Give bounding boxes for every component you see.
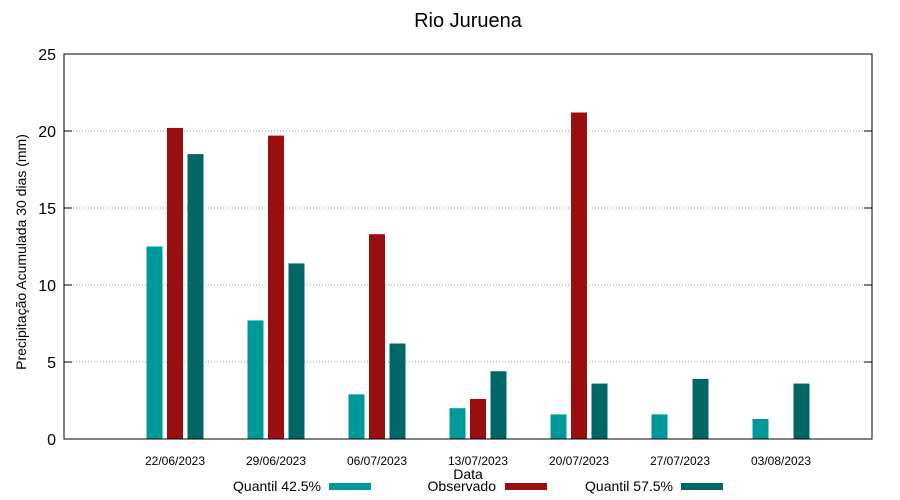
bar [247, 320, 264, 439]
bar [470, 398, 486, 439]
y-tick-label: 20 [38, 124, 56, 141]
y-tick-label: 25 [38, 47, 56, 64]
y-tick-label: 5 [47, 355, 56, 372]
x-tick-label: 29/06/2023 [246, 454, 306, 468]
y-tick-label: 15 [38, 201, 56, 218]
bar [793, 383, 810, 439]
bar [389, 343, 406, 439]
legend: Quantil 42.5% Observado Quantil 57.5% [233, 478, 723, 494]
y-tick-label: 0 [47, 432, 56, 449]
bar [591, 383, 608, 439]
x-tick-label: 22/06/2023 [145, 454, 205, 468]
chart-title: Rio Juruena [414, 10, 523, 32]
y-tick-label: 10 [38, 278, 56, 295]
legend-label: Quantil 42.5% [233, 478, 321, 494]
bar [571, 112, 587, 440]
bar [651, 414, 668, 439]
bar [167, 127, 183, 440]
legend-swatch [505, 483, 547, 490]
bar [550, 414, 567, 439]
x-tick-label: 06/07/2023 [347, 454, 407, 468]
bar [146, 246, 163, 439]
y-axis-label: Precipitação Acumulada 30 dias (mm) [13, 134, 29, 370]
grid-lines [64, 130, 872, 363]
legend-swatch [681, 483, 723, 490]
bar [268, 135, 284, 439]
x-axis-ticks: 22/06/2023 29/06/2023 06/07/2023 13/07/2023… [145, 454, 811, 468]
legend-swatch [329, 483, 371, 490]
y-axis-ticks: 0 5 10 15 20 25 [38, 47, 872, 449]
bars [146, 112, 810, 440]
bar [369, 234, 385, 439]
bar [348, 394, 365, 439]
legend-label: Quantil 57.5% [585, 478, 673, 494]
plot-frame [63, 53, 873, 440]
bar [187, 154, 204, 439]
x-tick-label: 27/07/2023 [650, 454, 710, 468]
legend-label: Observado [428, 478, 497, 494]
bar [692, 378, 709, 439]
x-tick-label: 13/07/2023 [448, 454, 508, 468]
x-axis-label: Data [453, 466, 483, 482]
bar [288, 263, 305, 439]
bar [490, 371, 507, 439]
bar [449, 408, 466, 439]
bar [752, 418, 769, 439]
x-tick-label: 20/07/2023 [549, 454, 609, 468]
x-tick-label: 03/08/2023 [751, 454, 811, 468]
